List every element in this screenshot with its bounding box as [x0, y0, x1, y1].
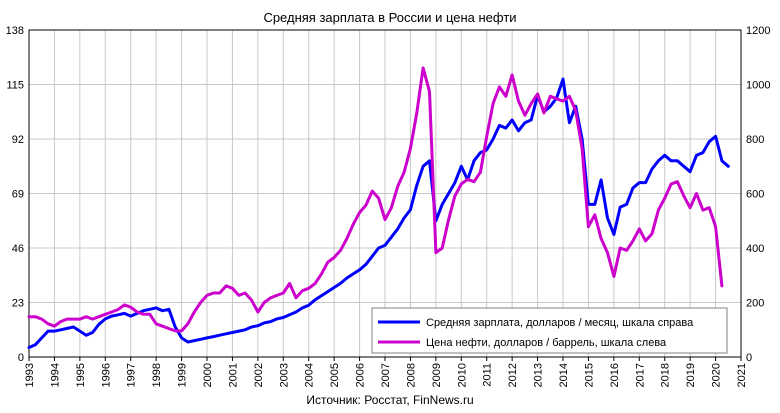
x-tick-label: 2017	[634, 363, 646, 387]
left-tick-label: 138	[6, 25, 24, 37]
x-tick-label: 1994	[49, 363, 61, 387]
series-layer	[27, 66, 730, 349]
x-tick-label: 2015	[583, 363, 595, 387]
right-axis: 0 200 400 600 800 1000 1200	[746, 25, 770, 364]
x-tick-label: 2003	[278, 363, 290, 387]
x-tick-label: 2008	[405, 363, 417, 387]
left-tick-label: 69	[12, 189, 24, 201]
left-tick-label: 23	[12, 298, 24, 310]
x-tick-label: 2005	[329, 363, 341, 387]
x-tick-label: 1998	[151, 363, 163, 387]
right-tick-label: 1000	[746, 80, 770, 92]
x-tick-label: 1993	[24, 363, 36, 387]
legend-label-oil: Цена нефти, долларов / баррель, шкала сл…	[426, 337, 667, 349]
right-tick-label: 0	[746, 352, 752, 364]
x-tick-label: 2004	[304, 363, 316, 387]
x-tick-label: 2009	[431, 363, 443, 387]
legend-box	[371, 307, 728, 354]
left-tick-label: 92	[12, 134, 24, 146]
source-note: Источник: Росстат, FinNews.ru	[306, 393, 473, 407]
x-tick-label: 1996	[100, 363, 112, 387]
x-tick-label: 2021	[736, 363, 748, 387]
x-axis: 1993 1994 1995 1996 1997 1998 1999 2000 2001 2002…	[24, 357, 748, 387]
x-tick-label: 2018	[660, 363, 672, 387]
x-tick-label: 1997	[126, 363, 138, 387]
chart-title: Средняя зарплата в России и цена нефти	[263, 10, 516, 25]
right-tick-label: 600	[746, 189, 764, 201]
right-tick-label: 400	[746, 243, 764, 255]
right-tick-label: 1200	[746, 25, 770, 37]
x-tick-label: 1999	[177, 363, 189, 387]
x-tick-label: 2012	[507, 363, 519, 387]
left-tick-label: 0	[18, 352, 24, 364]
x-tick-label: 2011	[482, 363, 494, 387]
x-tick-label: 1995	[75, 363, 87, 387]
x-tick-label: 2019	[685, 363, 697, 387]
plot-area	[27, 29, 742, 358]
x-tick-label: 2001	[227, 363, 239, 387]
legend: Средняя зарплата, долларов / месяц, шкал…	[371, 307, 728, 354]
x-tick-label: 2014	[558, 363, 570, 387]
x-tick-label: 2006	[355, 363, 367, 387]
x-tick-label: 2010	[456, 363, 468, 387]
right-tick-label: 800	[746, 134, 764, 146]
left-tick-label: 115	[6, 80, 24, 92]
legend-label-salary: Средняя зарплата, долларов / месяц, шкал…	[426, 317, 694, 329]
x-tick-label: 2000	[202, 363, 214, 387]
x-tick-label: 2007	[380, 363, 392, 387]
right-tick-label: 200	[746, 298, 764, 310]
grid-lines	[29, 30, 741, 357]
left-axis: 0 23 46 69 92 115 138	[6, 25, 24, 364]
x-tick-label: 2016	[609, 363, 621, 387]
salary-series-line	[27, 77, 730, 349]
x-tick-label: 2013	[533, 363, 545, 387]
oil-series-line	[27, 66, 724, 333]
left-tick-label: 46	[12, 243, 24, 255]
x-tick-label: 2002	[253, 363, 265, 387]
x-tick-label: 2020	[711, 363, 723, 387]
